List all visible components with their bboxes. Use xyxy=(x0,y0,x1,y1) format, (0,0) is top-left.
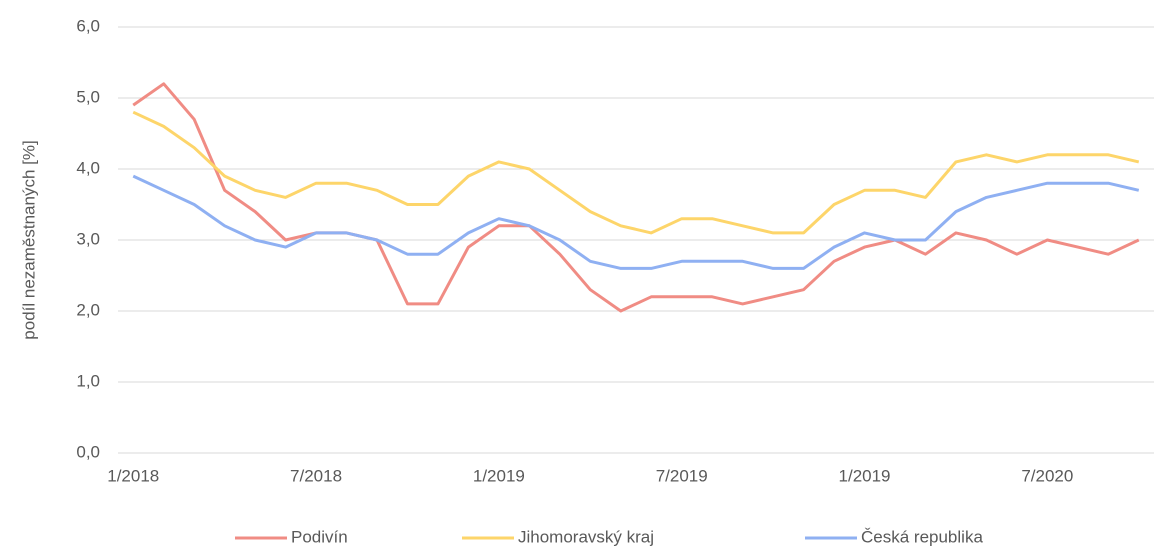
legend-label: Česká republika xyxy=(861,527,983,546)
y-tick-label: 6,0 xyxy=(76,16,100,35)
legend-label: Jihomoravský kraj xyxy=(518,527,654,546)
y-tick-label: 4,0 xyxy=(76,158,100,177)
x-tick-label: 7/2020 xyxy=(1021,466,1073,485)
y-tick-label: 3,0 xyxy=(76,229,100,248)
x-tick-label: 7/2018 xyxy=(290,466,342,485)
x-tick-label: 1/2018 xyxy=(107,466,159,485)
series-line xyxy=(132,110,1140,235)
series-line xyxy=(132,174,1140,270)
x-tick-label: 1/2019 xyxy=(473,466,525,485)
y-tick-label: 2,0 xyxy=(76,300,100,319)
series-line xyxy=(132,82,1140,313)
y-axis-label: podíl nezaměstnaných [%] xyxy=(19,140,38,339)
y-tick-label: 5,0 xyxy=(76,87,100,106)
x-tick-label: 7/2019 xyxy=(656,466,708,485)
x-tick-label: 1/2019 xyxy=(839,466,891,485)
y-tick-label: 0,0 xyxy=(76,442,100,461)
y-tick-label: 1,0 xyxy=(76,371,100,390)
legend-label: Podivín xyxy=(291,527,348,546)
